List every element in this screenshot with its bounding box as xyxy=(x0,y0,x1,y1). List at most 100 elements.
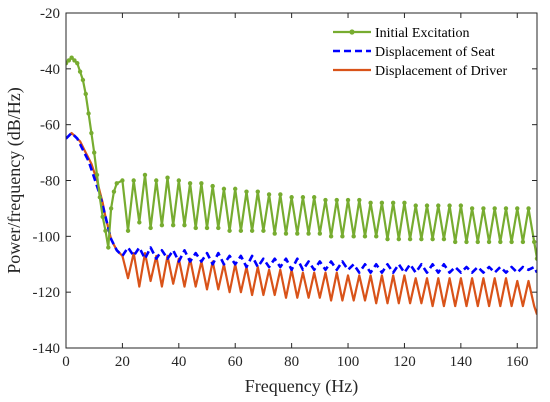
series-point xyxy=(159,222,165,228)
series-point xyxy=(340,234,345,239)
series-point xyxy=(80,77,86,83)
series-point xyxy=(261,228,266,233)
series-point xyxy=(204,225,210,231)
series-point xyxy=(357,197,362,203)
series-point xyxy=(227,228,232,233)
legend-entry: Initial Excitation xyxy=(333,26,469,41)
series-point xyxy=(345,197,351,203)
series-point xyxy=(176,178,182,183)
series-point xyxy=(103,228,108,233)
legend-entry: Displacement of Driver xyxy=(333,64,508,79)
series-point xyxy=(323,197,328,203)
series-point xyxy=(199,181,204,186)
axis-ticks: 0 20 40 60 80 100 120 140 160 -20 -40 -60 -80 -100 -12… xyxy=(33,6,537,370)
series-point xyxy=(210,183,215,189)
series-point xyxy=(351,234,356,239)
series-point xyxy=(154,178,159,183)
series-point xyxy=(300,195,306,200)
y-tick-label: -120 xyxy=(33,285,61,301)
series-point xyxy=(306,231,311,236)
series-point xyxy=(464,239,469,245)
series-point xyxy=(458,203,464,208)
series-point xyxy=(385,236,390,242)
series-point xyxy=(148,225,153,231)
series-point xyxy=(72,58,77,63)
series-point xyxy=(278,192,283,197)
series-point xyxy=(216,225,221,231)
series-point xyxy=(441,236,447,242)
series-point xyxy=(492,206,497,211)
series-point xyxy=(111,189,117,194)
series-point xyxy=(362,234,368,239)
series-point xyxy=(114,181,119,186)
x-tick-label: 120 xyxy=(393,354,416,370)
series-point xyxy=(233,186,238,192)
series-point xyxy=(266,192,272,197)
series-point xyxy=(165,175,170,180)
series-point xyxy=(193,225,198,231)
series-point xyxy=(526,206,531,211)
series-point xyxy=(317,231,323,236)
y-tick-label: -140 xyxy=(33,341,61,357)
series-point xyxy=(289,195,294,200)
legend-label-initial-excitation: Initial Excitation xyxy=(375,26,469,41)
series-point xyxy=(255,189,260,194)
series-point xyxy=(120,178,125,183)
series-line-0 xyxy=(66,56,537,259)
series-point xyxy=(328,234,334,239)
series-point xyxy=(77,69,83,74)
series-point xyxy=(272,231,277,236)
y-tick-label: -100 xyxy=(33,229,61,245)
x-tick-label: 80 xyxy=(284,354,299,370)
series-point xyxy=(66,58,72,63)
x-tick-label: 20 xyxy=(115,354,130,370)
series-point xyxy=(396,236,402,242)
legend-marker-initial-excitation xyxy=(349,29,355,35)
series-point xyxy=(92,150,97,155)
series-point xyxy=(142,172,148,178)
series-point xyxy=(334,197,339,203)
series-point xyxy=(100,214,105,219)
x-tick-label: 160 xyxy=(506,354,529,370)
y-tick-label: -40 xyxy=(40,62,60,78)
series-point xyxy=(419,236,424,242)
series-point xyxy=(170,222,176,228)
series-point xyxy=(447,203,452,208)
series-point xyxy=(498,239,503,245)
series-point xyxy=(534,256,537,261)
y-tick-label: -80 xyxy=(40,174,60,190)
legend-entry: Displacement of Seat xyxy=(333,45,495,60)
y-tick-label: -20 xyxy=(40,6,60,22)
series-point xyxy=(453,239,458,245)
y-axis-label: Power/frequency (dB/Hz) xyxy=(4,87,25,273)
series-point xyxy=(83,91,88,97)
series-point xyxy=(407,236,413,242)
x-tick-label: 40 xyxy=(171,354,186,370)
series-point xyxy=(238,228,244,233)
series-point xyxy=(137,220,142,225)
series-point xyxy=(413,203,418,208)
series-point xyxy=(244,189,249,194)
x-tick-label: 60 xyxy=(228,354,243,370)
x-tick-label: 0 xyxy=(62,354,70,370)
series-point xyxy=(311,195,317,200)
series-point xyxy=(187,181,193,186)
x-axis-label: Frequency (Hz) xyxy=(245,376,358,397)
legend-label-seat: Displacement of Seat xyxy=(375,45,495,60)
series-point xyxy=(531,239,537,245)
series-point xyxy=(424,203,430,208)
series-point xyxy=(182,222,187,228)
series-point xyxy=(481,206,486,211)
y-tick-label: -60 xyxy=(40,118,60,134)
series-point xyxy=(94,172,100,178)
series-point xyxy=(390,200,396,206)
x-tick-label: 140 xyxy=(450,354,473,370)
series-point xyxy=(125,228,131,233)
series-point xyxy=(86,111,91,116)
series-point xyxy=(69,55,74,60)
series-point xyxy=(520,239,526,245)
series-point xyxy=(108,206,114,211)
series-point xyxy=(503,206,509,211)
series-point xyxy=(368,200,373,206)
series-point xyxy=(221,186,227,192)
